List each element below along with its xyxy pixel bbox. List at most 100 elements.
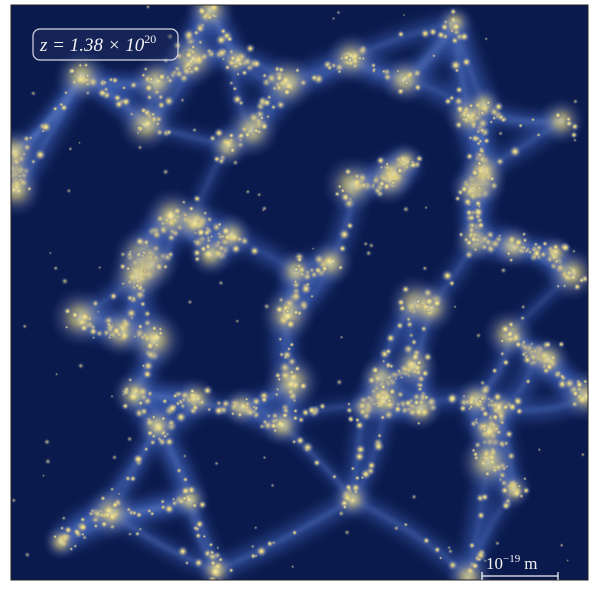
faint-halo: [520, 304, 526, 310]
annotation-exponent: 20: [144, 32, 156, 46]
scale-unit: m: [524, 554, 537, 573]
cluster-glow: [258, 54, 317, 113]
cluster-glow: [263, 352, 323, 412]
halo: [471, 448, 476, 453]
faint-halo: [338, 510, 345, 517]
halo: [412, 398, 421, 407]
halo: [236, 72, 240, 76]
halo: [111, 76, 119, 84]
faint-halo: [92, 336, 96, 340]
halo: [513, 237, 524, 248]
halo: [570, 131, 578, 139]
halo: [229, 54, 237, 62]
halo: [396, 69, 400, 73]
faint-halo: [422, 265, 428, 271]
halo: [188, 205, 195, 212]
cluster-glow: [136, 405, 179, 448]
halo: [403, 398, 414, 409]
halo: [68, 67, 76, 75]
faint-halo: [393, 525, 400, 532]
halo: [476, 511, 486, 521]
halo: [241, 69, 249, 77]
halo: [557, 340, 565, 348]
faint-halo: [228, 80, 234, 86]
faint-halo: [109, 523, 117, 531]
faint-halo: [402, 13, 405, 16]
halo: [411, 160, 415, 164]
faint-halo: [304, 447, 309, 452]
halo: [194, 519, 205, 530]
annotation-base: z = 1.38 × 10: [39, 35, 145, 56]
halo: [454, 104, 465, 115]
faint-halo: [453, 305, 457, 309]
halo: [377, 433, 383, 439]
faint-halo: [137, 145, 143, 151]
faint-halo: [339, 335, 343, 339]
cluster-glow: [389, 340, 439, 390]
halo: [386, 397, 393, 404]
halo: [197, 500, 207, 510]
faint-halo: [380, 415, 385, 420]
halo: [480, 492, 490, 502]
halo: [338, 244, 348, 254]
halo: [143, 67, 148, 72]
cluster-glow: [49, 287, 110, 348]
cosmic-web: [0, 0, 599, 590]
halo: [195, 399, 199, 403]
halo: [458, 404, 467, 413]
cluster-glow: [207, 125, 250, 168]
halo: [191, 63, 202, 74]
faint-halo: [402, 205, 409, 212]
faint-halo: [569, 271, 574, 276]
faint-halo: [179, 402, 186, 409]
halo: [85, 73, 90, 78]
halo: [281, 411, 289, 419]
halo: [139, 106, 147, 114]
halo: [52, 106, 58, 112]
halo: [0, 155, 5, 162]
halo: [376, 401, 381, 406]
halo: [192, 248, 202, 258]
halo: [360, 476, 364, 480]
halo: [468, 102, 475, 109]
halo: [523, 477, 527, 481]
faint-halo: [344, 529, 350, 535]
halo: [458, 31, 470, 43]
halo: [422, 536, 430, 544]
halo: [132, 453, 144, 465]
halo: [202, 385, 213, 396]
halo: [282, 87, 292, 97]
halo: [65, 325, 69, 329]
faint-halo: [271, 85, 278, 92]
halo: [232, 86, 238, 92]
halo: [353, 450, 366, 463]
halo: [183, 49, 194, 60]
halo: [491, 413, 500, 422]
faint-halo: [66, 188, 72, 194]
halo: [0, 181, 9, 191]
halo: [492, 116, 497, 121]
halo: [305, 282, 310, 287]
halo: [212, 155, 221, 164]
halo: [79, 323, 89, 333]
halo: [83, 62, 89, 68]
halo: [141, 72, 147, 78]
halo: [176, 467, 182, 473]
halo: [52, 534, 57, 539]
halo: [4, 143, 9, 148]
faint-halo: [263, 303, 270, 310]
faint-halo: [103, 86, 110, 93]
halo: [151, 415, 156, 420]
cluster-glow: [322, 155, 382, 215]
faint-halo: [257, 192, 262, 197]
halo: [129, 475, 137, 483]
cluster-glow: [399, 387, 443, 431]
cluster-glow: [380, 55, 430, 105]
faint-halo: [61, 277, 69, 285]
halo: [143, 446, 149, 452]
faint-halo: [232, 159, 239, 166]
faint-halo: [350, 497, 354, 501]
halo: [423, 352, 433, 362]
halo: [544, 341, 552, 349]
faint-halo: [495, 540, 501, 546]
